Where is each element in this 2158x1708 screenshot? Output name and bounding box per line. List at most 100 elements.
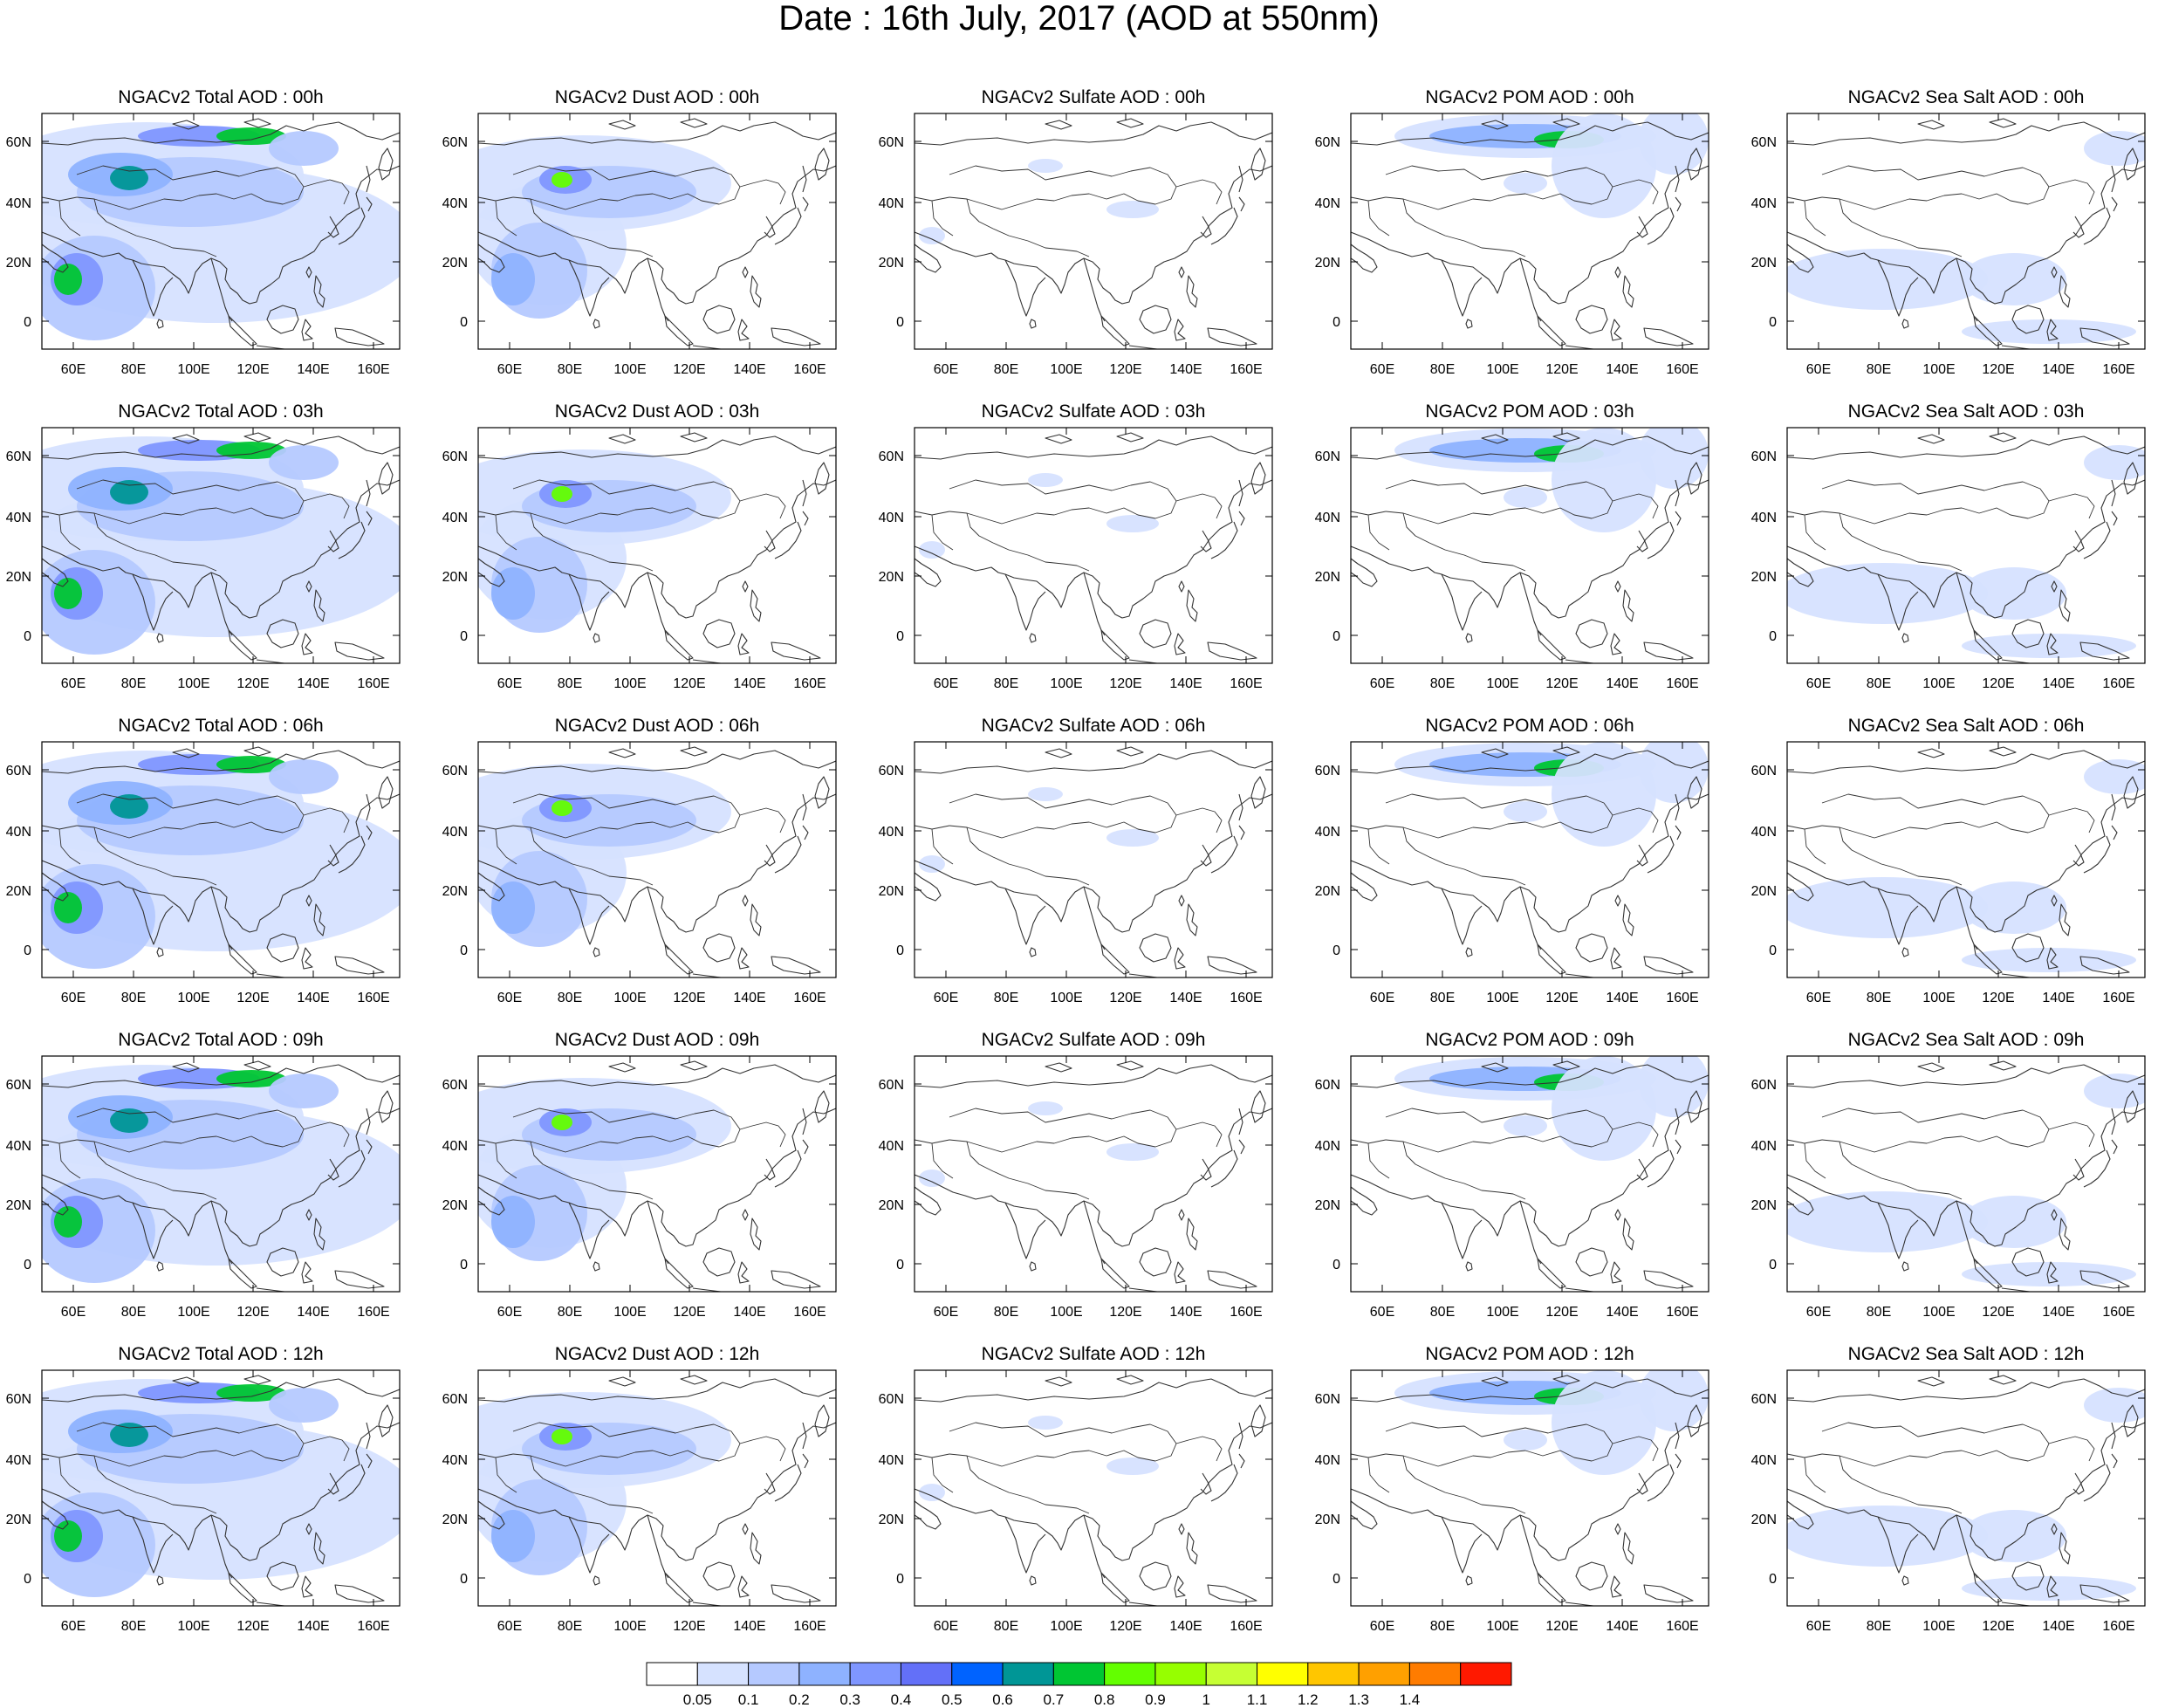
map-panel: NGACv2 Total AOD : 09h 60E 80E 100E 120E 140E… bbox=[6, 1030, 401, 1320]
y-tick-label: 20N bbox=[6, 1198, 31, 1213]
colorbar-swatch bbox=[1205, 1662, 1258, 1686]
x-tick-label: 140E bbox=[297, 1305, 329, 1320]
x-tick-label: 80E bbox=[1430, 676, 1455, 691]
colorbar-label: 0.3 bbox=[839, 1691, 860, 1708]
y-tick-label: 60N bbox=[1751, 764, 1777, 779]
y-tick-label: 0 bbox=[1769, 1572, 1777, 1587]
y-tick-label: 0 bbox=[1769, 943, 1777, 958]
aod-field bbox=[1351, 113, 1709, 349]
y-tick-label: 60N bbox=[879, 1392, 904, 1407]
y-tick-label: 20N bbox=[1315, 884, 1340, 899]
y-tick-label: 40N bbox=[1315, 825, 1340, 840]
plot-frame bbox=[41, 1369, 401, 1607]
x-tick-label: 100E bbox=[177, 1305, 209, 1320]
x-tick-label: 140E bbox=[297, 676, 329, 691]
y-tick-label: 60N bbox=[1315, 1078, 1340, 1093]
panel-title: NGACv2 POM AOD : 00h bbox=[1425, 87, 1634, 107]
x-tick-label: 60E bbox=[497, 1619, 522, 1634]
y-tick-label: 0 bbox=[1769, 1258, 1777, 1272]
colorbar-swatch bbox=[1408, 1662, 1462, 1686]
y-tick-label: 40N bbox=[442, 1139, 468, 1154]
y-tick-label: 0 bbox=[24, 629, 31, 644]
colorbar-label: 0.8 bbox=[1094, 1691, 1115, 1708]
panel-title: NGACv2 Dust AOD : 12h bbox=[555, 1344, 760, 1364]
x-tick-label: 100E bbox=[1050, 1619, 1082, 1634]
colorbar: 0.05 0.1 0.2 0.3 0.4 0.5 0.6 0.7 0.8 0.9 1 1.1 1.2 1.… bbox=[646, 1662, 1512, 1708]
colorbar-label: 0.5 bbox=[942, 1691, 963, 1708]
x-tick-label: 160E bbox=[1666, 1619, 1698, 1634]
y-tick-label: 0 bbox=[24, 1572, 31, 1587]
panel-title: NGACv2 Dust AOD : 09h bbox=[555, 1030, 760, 1050]
x-tick-label: 80E bbox=[1867, 362, 1891, 377]
map-panel: NGACv2 Sea Salt AOD : 00h 60E 80E 100E 120E 1… bbox=[1751, 87, 2146, 377]
x-tick-label: 140E bbox=[733, 1305, 765, 1320]
panel-title: NGACv2 Total AOD : 03h bbox=[118, 401, 323, 422]
y-tick-label: 20N bbox=[442, 570, 468, 585]
x-tick-label: 80E bbox=[121, 362, 146, 377]
x-tick-label: 60E bbox=[1806, 676, 1831, 691]
plot-frame bbox=[1786, 113, 2146, 350]
y-tick-label: 60N bbox=[1315, 135, 1340, 150]
y-tick-label: 40N bbox=[879, 1139, 904, 1154]
y-tick-label: 60N bbox=[6, 1078, 31, 1093]
aod-field bbox=[42, 113, 400, 349]
y-tick-label: 0 bbox=[1332, 629, 1340, 644]
y-tick-label: 40N bbox=[6, 511, 31, 525]
x-tick-label: 160E bbox=[2102, 362, 2134, 377]
x-tick-label: 60E bbox=[61, 1305, 86, 1320]
y-tick-label: 40N bbox=[879, 1453, 904, 1468]
x-tick-label: 100E bbox=[1922, 1619, 1955, 1634]
plot-frame bbox=[477, 113, 837, 350]
y-tick-label: 60N bbox=[1315, 449, 1340, 464]
y-tick-label: 40N bbox=[879, 825, 904, 840]
map-panel: NGACv2 Sea Salt AOD : 12h 60E 80E 100E 120E 1… bbox=[1751, 1344, 2146, 1634]
x-tick-label: 160E bbox=[1666, 676, 1698, 691]
map-panel: NGACv2 Total AOD : 12h 60E 80E 100E 120E 140E… bbox=[6, 1344, 401, 1634]
x-tick-label: 140E bbox=[1169, 676, 1202, 691]
x-tick-label: 100E bbox=[613, 1619, 646, 1634]
y-tick-label: 0 bbox=[24, 315, 31, 330]
x-tick-label: 140E bbox=[1169, 362, 1202, 377]
y-tick-label: 0 bbox=[1332, 1572, 1340, 1587]
y-tick-label: 60N bbox=[1751, 1392, 1777, 1407]
x-tick-label: 80E bbox=[1867, 991, 1891, 1005]
y-tick-label: 20N bbox=[879, 1198, 904, 1213]
x-tick-label: 120E bbox=[236, 676, 269, 691]
panel-title: NGACv2 Total AOD : 00h bbox=[118, 87, 323, 107]
x-tick-label: 120E bbox=[1545, 676, 1578, 691]
colorbar-swatch bbox=[798, 1662, 851, 1686]
aod-field bbox=[1787, 742, 2145, 977]
y-tick-label: 20N bbox=[1751, 570, 1777, 585]
x-tick-label: 140E bbox=[1606, 362, 1638, 377]
x-tick-label: 60E bbox=[934, 1619, 958, 1634]
map-panel: NGACv2 POM AOD : 00h 60E 80E 100E 120E 140E 16… bbox=[1315, 87, 1709, 377]
x-tick-label: 80E bbox=[1867, 1619, 1891, 1634]
aod-field bbox=[1351, 428, 1709, 663]
aod-field bbox=[1787, 1370, 2145, 1606]
x-tick-label: 100E bbox=[613, 991, 646, 1005]
y-tick-label: 60N bbox=[442, 449, 468, 464]
y-tick-label: 0 bbox=[1769, 629, 1777, 644]
aod-field bbox=[1787, 428, 2145, 663]
x-tick-label: 80E bbox=[121, 676, 146, 691]
x-tick-label: 80E bbox=[1430, 991, 1455, 1005]
panel-title: NGACv2 POM AOD : 12h bbox=[1425, 1344, 1634, 1364]
x-tick-label: 100E bbox=[1486, 991, 1518, 1005]
panel-title: NGACv2 Total AOD : 06h bbox=[118, 716, 323, 736]
colorbar-label: 0.6 bbox=[992, 1691, 1013, 1708]
x-tick-label: 120E bbox=[1109, 362, 1141, 377]
y-tick-label: 20N bbox=[1751, 884, 1777, 899]
x-tick-label: 60E bbox=[1370, 1305, 1394, 1320]
x-tick-label: 140E bbox=[733, 362, 765, 377]
aod-field bbox=[915, 1370, 1272, 1606]
x-tick-label: 100E bbox=[1486, 1305, 1518, 1320]
x-tick-label: 100E bbox=[1050, 676, 1082, 691]
y-tick-label: 60N bbox=[442, 1392, 468, 1407]
x-tick-label: 60E bbox=[934, 676, 958, 691]
panel-title: NGACv2 POM AOD : 06h bbox=[1425, 716, 1634, 736]
x-tick-label: 140E bbox=[1169, 1619, 1202, 1634]
x-tick-label: 160E bbox=[2102, 676, 2134, 691]
y-tick-label: 60N bbox=[442, 135, 468, 150]
map-panel: NGACv2 POM AOD : 09h 60E 80E 100E 120E 140E 16… bbox=[1315, 1030, 1709, 1320]
x-tick-label: 100E bbox=[1050, 1305, 1082, 1320]
